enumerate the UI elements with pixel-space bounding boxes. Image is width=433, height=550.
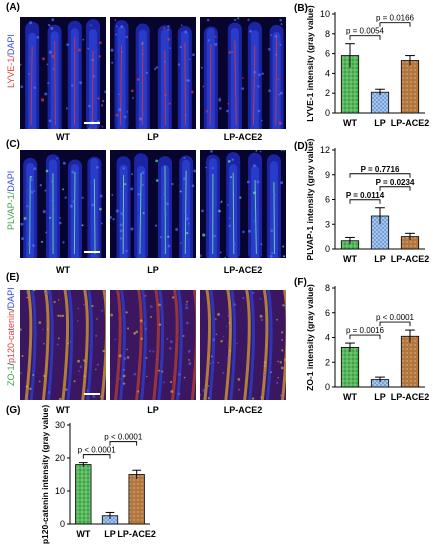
- micrograph-c-wt: [20, 150, 106, 258]
- significance-bracket: [109, 441, 138, 446]
- y-tick-label: 2: [325, 357, 330, 367]
- p-value-label: p < 0.0001: [104, 433, 143, 442]
- y-tick-label: 0: [325, 244, 330, 254]
- bar-chart-b: 0 2 4 6 8 10 LYVE-1 intensity (gray value) WT LP…: [293, 0, 433, 140]
- x-tick-label: LP-ACE2: [391, 254, 430, 264]
- bar-lp: [370, 91, 390, 114]
- condition-label-a-wt: WT: [56, 132, 70, 142]
- bar-lp-ace2: [400, 60, 420, 114]
- bar-chart-f: 0 2 4 6 8 ZO-1 intensity (gray value) WT LP LP-A…: [293, 275, 433, 415]
- condition-label-e-lpace2: LP-ACE2: [223, 405, 263, 415]
- y-tick-label: 0: [60, 519, 65, 529]
- y-tick-label: 3: [325, 219, 330, 229]
- p-value-label: p = 0.0054: [346, 27, 385, 36]
- y-tick-label: 12: [320, 145, 330, 155]
- panel-letter-c: (C): [6, 139, 20, 150]
- significance-bracket: [349, 334, 381, 340]
- y-axis-label: LYVE-1 intensity (gray value): [305, 5, 315, 122]
- x-tick-label: WT: [343, 254, 357, 264]
- panel-letter-b: (B): [294, 3, 308, 14]
- significance-bracket: [379, 22, 411, 27]
- y-tick-label: 10: [55, 486, 65, 496]
- micrograph-e-lpace2: [200, 290, 286, 400]
- y-tick-label: 4: [325, 333, 330, 343]
- y-tick-label: 0: [325, 382, 330, 392]
- condition-label-c-lpace2: LP-ACE2: [223, 265, 263, 275]
- y-tick-label: 6: [325, 308, 330, 318]
- p-value-label: p = 0.0016: [346, 326, 385, 335]
- condition-label-c-lp: LP: [147, 265, 159, 275]
- bar-chart-d: 0 3 6 9 12 PLVAP-1 intensity (gray value) WT LP…: [293, 138, 433, 275]
- micrograph-a-lpace2: [200, 17, 286, 129]
- bar-wt: [75, 464, 92, 525]
- y-tick-label: 6: [325, 195, 330, 205]
- y-axis-label: p120-catenin intensity (gray value): [40, 405, 50, 545]
- x-tick-label: LP-ACE2: [117, 529, 156, 539]
- x-tick-label: LP: [374, 254, 386, 264]
- scale-bar-e: [84, 393, 100, 395]
- significance-bracket: [82, 454, 111, 459]
- micrograph-e-wt: [20, 290, 106, 400]
- panel-letter-e: (E): [6, 272, 20, 283]
- p-value-label: p = 0.0166: [376, 14, 415, 23]
- stain-label-a: LYVE-1/DAPI: [6, 34, 16, 88]
- y-tick-label: 9: [325, 170, 330, 180]
- bar-lp-ace2: [400, 335, 420, 388]
- micrograph-c-lpace2: [200, 150, 286, 258]
- x-tick-label: LP: [374, 118, 386, 128]
- stain-label-c: PLVAP-1/DAPI: [6, 170, 16, 230]
- y-tick-label: 0: [325, 108, 330, 118]
- y-tick-label: 6: [325, 49, 330, 59]
- bar-lp-ace2: [128, 474, 145, 525]
- x-tick-label: LP-ACE2: [391, 392, 430, 402]
- y-axis-label: ZO-1 intensity (gray value): [305, 284, 315, 391]
- condition-label-a-lpace2: LP-ACE2: [223, 132, 263, 142]
- y-axis-label: PLVAP-1 intensity (gray value): [305, 138, 315, 260]
- bar-wt: [340, 347, 360, 388]
- significance-bracket: [349, 35, 381, 40]
- panel-letter-g: (G): [6, 405, 21, 416]
- significance-bracket: [379, 321, 411, 327]
- micrograph-a-lp: [110, 17, 196, 129]
- condition-label-c-wt: WT: [56, 265, 70, 275]
- x-tick-label: WT: [343, 392, 357, 402]
- x-tick-label: WT: [343, 118, 357, 128]
- condition-label-e-lp: LP: [147, 405, 159, 415]
- x-tick-label: LP-ACE2: [391, 118, 430, 128]
- panel-letter-d: (D): [294, 141, 308, 152]
- p-value-label: P = 0.0114: [346, 191, 385, 200]
- p-value-label: p < 0.0001: [376, 313, 415, 322]
- y-tick-label: 2: [325, 88, 330, 98]
- significance-bracket: [349, 173, 411, 178]
- scale-bar-a: [84, 122, 100, 124]
- x-tick-label: WT: [76, 529, 90, 539]
- bar-chart-g: 0 10 20 30 p120-catenin intensity (gray valu…: [0, 405, 160, 550]
- micrograph-e-lp: [110, 290, 196, 400]
- condition-label-e-wt: WT: [56, 405, 70, 415]
- significance-bracket: [379, 186, 411, 191]
- micrograph-a-wt: [20, 17, 106, 129]
- stain-label-e: ZO-1/p120-catenin/DAPI: [6, 287, 16, 386]
- p-value-label: P = 0.0234: [376, 178, 415, 187]
- condition-label-a-lp: LP: [147, 132, 159, 142]
- y-tick-label: 30: [55, 420, 65, 430]
- x-tick-label: LP: [374, 392, 386, 402]
- y-tick-label: 8: [325, 29, 330, 39]
- significance-bracket: [349, 199, 381, 204]
- micrograph-c-lp: [110, 150, 196, 258]
- x-tick-label: LP: [104, 529, 116, 539]
- y-tick-label: 4: [325, 68, 330, 78]
- y-tick-label: 10: [320, 9, 330, 19]
- p-value-label: p < 0.0001: [78, 446, 117, 455]
- y-tick-label: 20: [55, 453, 65, 463]
- scale-bar-c: [84, 251, 100, 253]
- panel-letter-f: (F): [294, 277, 307, 288]
- panel-letter-a: (A): [6, 2, 20, 13]
- p-value-label: P = 0.7716: [361, 165, 400, 174]
- y-tick-label: 8: [325, 283, 330, 293]
